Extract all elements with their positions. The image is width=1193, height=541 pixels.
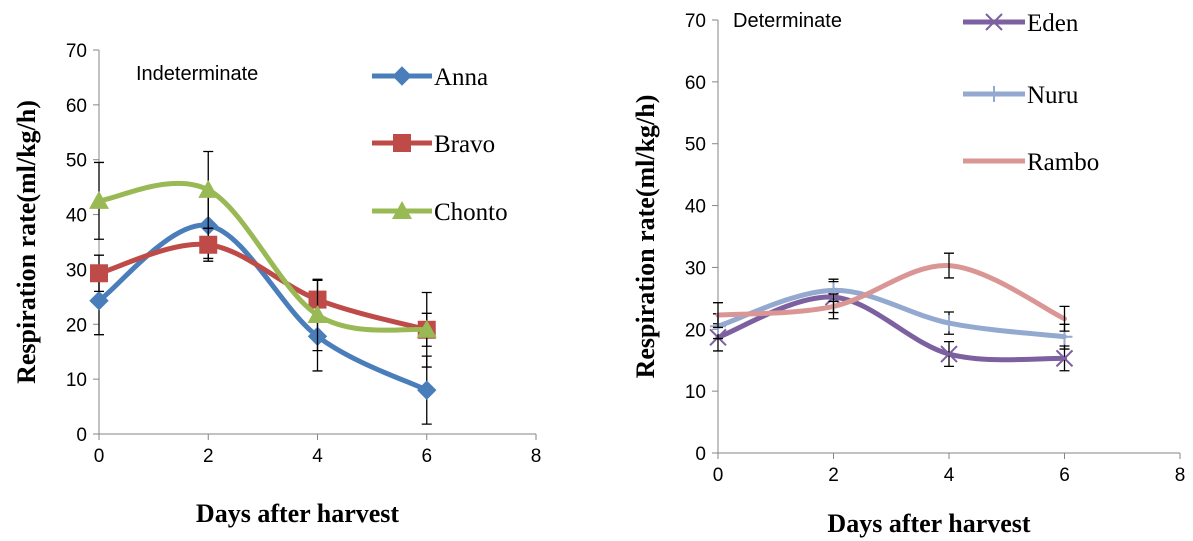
y-tick-label: 20 [685,320,706,341]
x-tick-label: 6 [421,446,432,467]
y-tick-label: 0 [76,425,87,446]
legend-marker-bravo [393,134,411,152]
x-tick-label: 8 [531,446,542,467]
error-bar [713,302,723,329]
data-point-nuru [941,315,957,332]
legend-marker-eden [985,13,1003,31]
data-point-bravo [199,235,218,254]
y-tick-label: 40 [66,206,87,227]
y-axis-label: Respiration rate(ml/kg/h) [631,95,660,379]
data-point-chonto [198,179,219,198]
error-bar [944,252,954,279]
legend-label-eden: Eden [1027,10,1079,37]
y-tick-label: 50 [685,135,706,156]
data-point-chonto [307,304,328,323]
data-point-bravo [90,264,108,283]
series-line-chonto [96,180,430,333]
x-axis-label: Days after harvest [827,509,1030,538]
y-tick-label: 50 [66,151,87,172]
data-point-anna [89,290,109,311]
y-axis-label: Respiration rate(ml/kg/h) [12,100,41,384]
data-point-anna [417,380,437,400]
y-tick-label: 70 [685,11,706,32]
x-tick-label: 6 [1059,465,1070,486]
y-tick-label: 60 [66,96,87,117]
data-point-chonto [89,190,109,209]
x-tick-label: 0 [94,446,105,467]
chart-annotation: Determinate [733,10,842,32]
data-point-eden [1055,349,1074,368]
y-tick-label: 30 [685,258,706,279]
x-tick-label: 4 [944,465,955,486]
x-axis-label: Days after harvest [196,499,399,528]
determinate-chart: 0 10 20 30 40 50 60 70 0 2 4 6 8 Days after harvest Re… [631,10,1185,538]
error-bar [1059,305,1070,332]
series-line-rambo [715,263,1067,322]
legend-marker-anna [392,66,412,86]
x-tick-label: 0 [713,465,724,486]
x-tick-label: 2 [203,446,214,467]
y-tick-label: 20 [66,315,87,336]
y-tick-label: 70 [66,41,87,62]
chart-annotation: Indeterminate [136,63,258,85]
y-tick-label: 60 [685,73,706,94]
x-tick-label: 8 [1175,465,1186,486]
legend-marker-nuru [986,86,1002,102]
series-line-bravo [96,241,430,333]
indeterminate-chart: 0 10 20 30 40 50 60 70 0 2 4 6 8 Days after harvest Re… [12,41,541,528]
legend-label-bravo: Bravo [434,131,495,158]
legend-label-anna: Anna [434,64,488,91]
data-point-eden [940,345,958,363]
y-tick-label: 10 [66,370,87,391]
y-tick-label: 40 [685,197,706,218]
data-point-chonto [416,319,437,338]
y-tick-label: 0 [695,444,706,465]
legend-label-rambo: Rambo [1027,149,1099,176]
error-bar [828,293,839,320]
legend-marker-chonto [392,201,412,219]
legend-label-nuru: Nuru [1027,82,1079,109]
x-tick-label: 2 [828,465,839,486]
y-tick-label: 10 [685,382,706,403]
x-tick-label: 4 [312,446,323,467]
series-line-nuru [715,287,1067,340]
legend-label-chonto: Chonto [434,199,508,226]
y-tick-label: 30 [66,260,87,281]
